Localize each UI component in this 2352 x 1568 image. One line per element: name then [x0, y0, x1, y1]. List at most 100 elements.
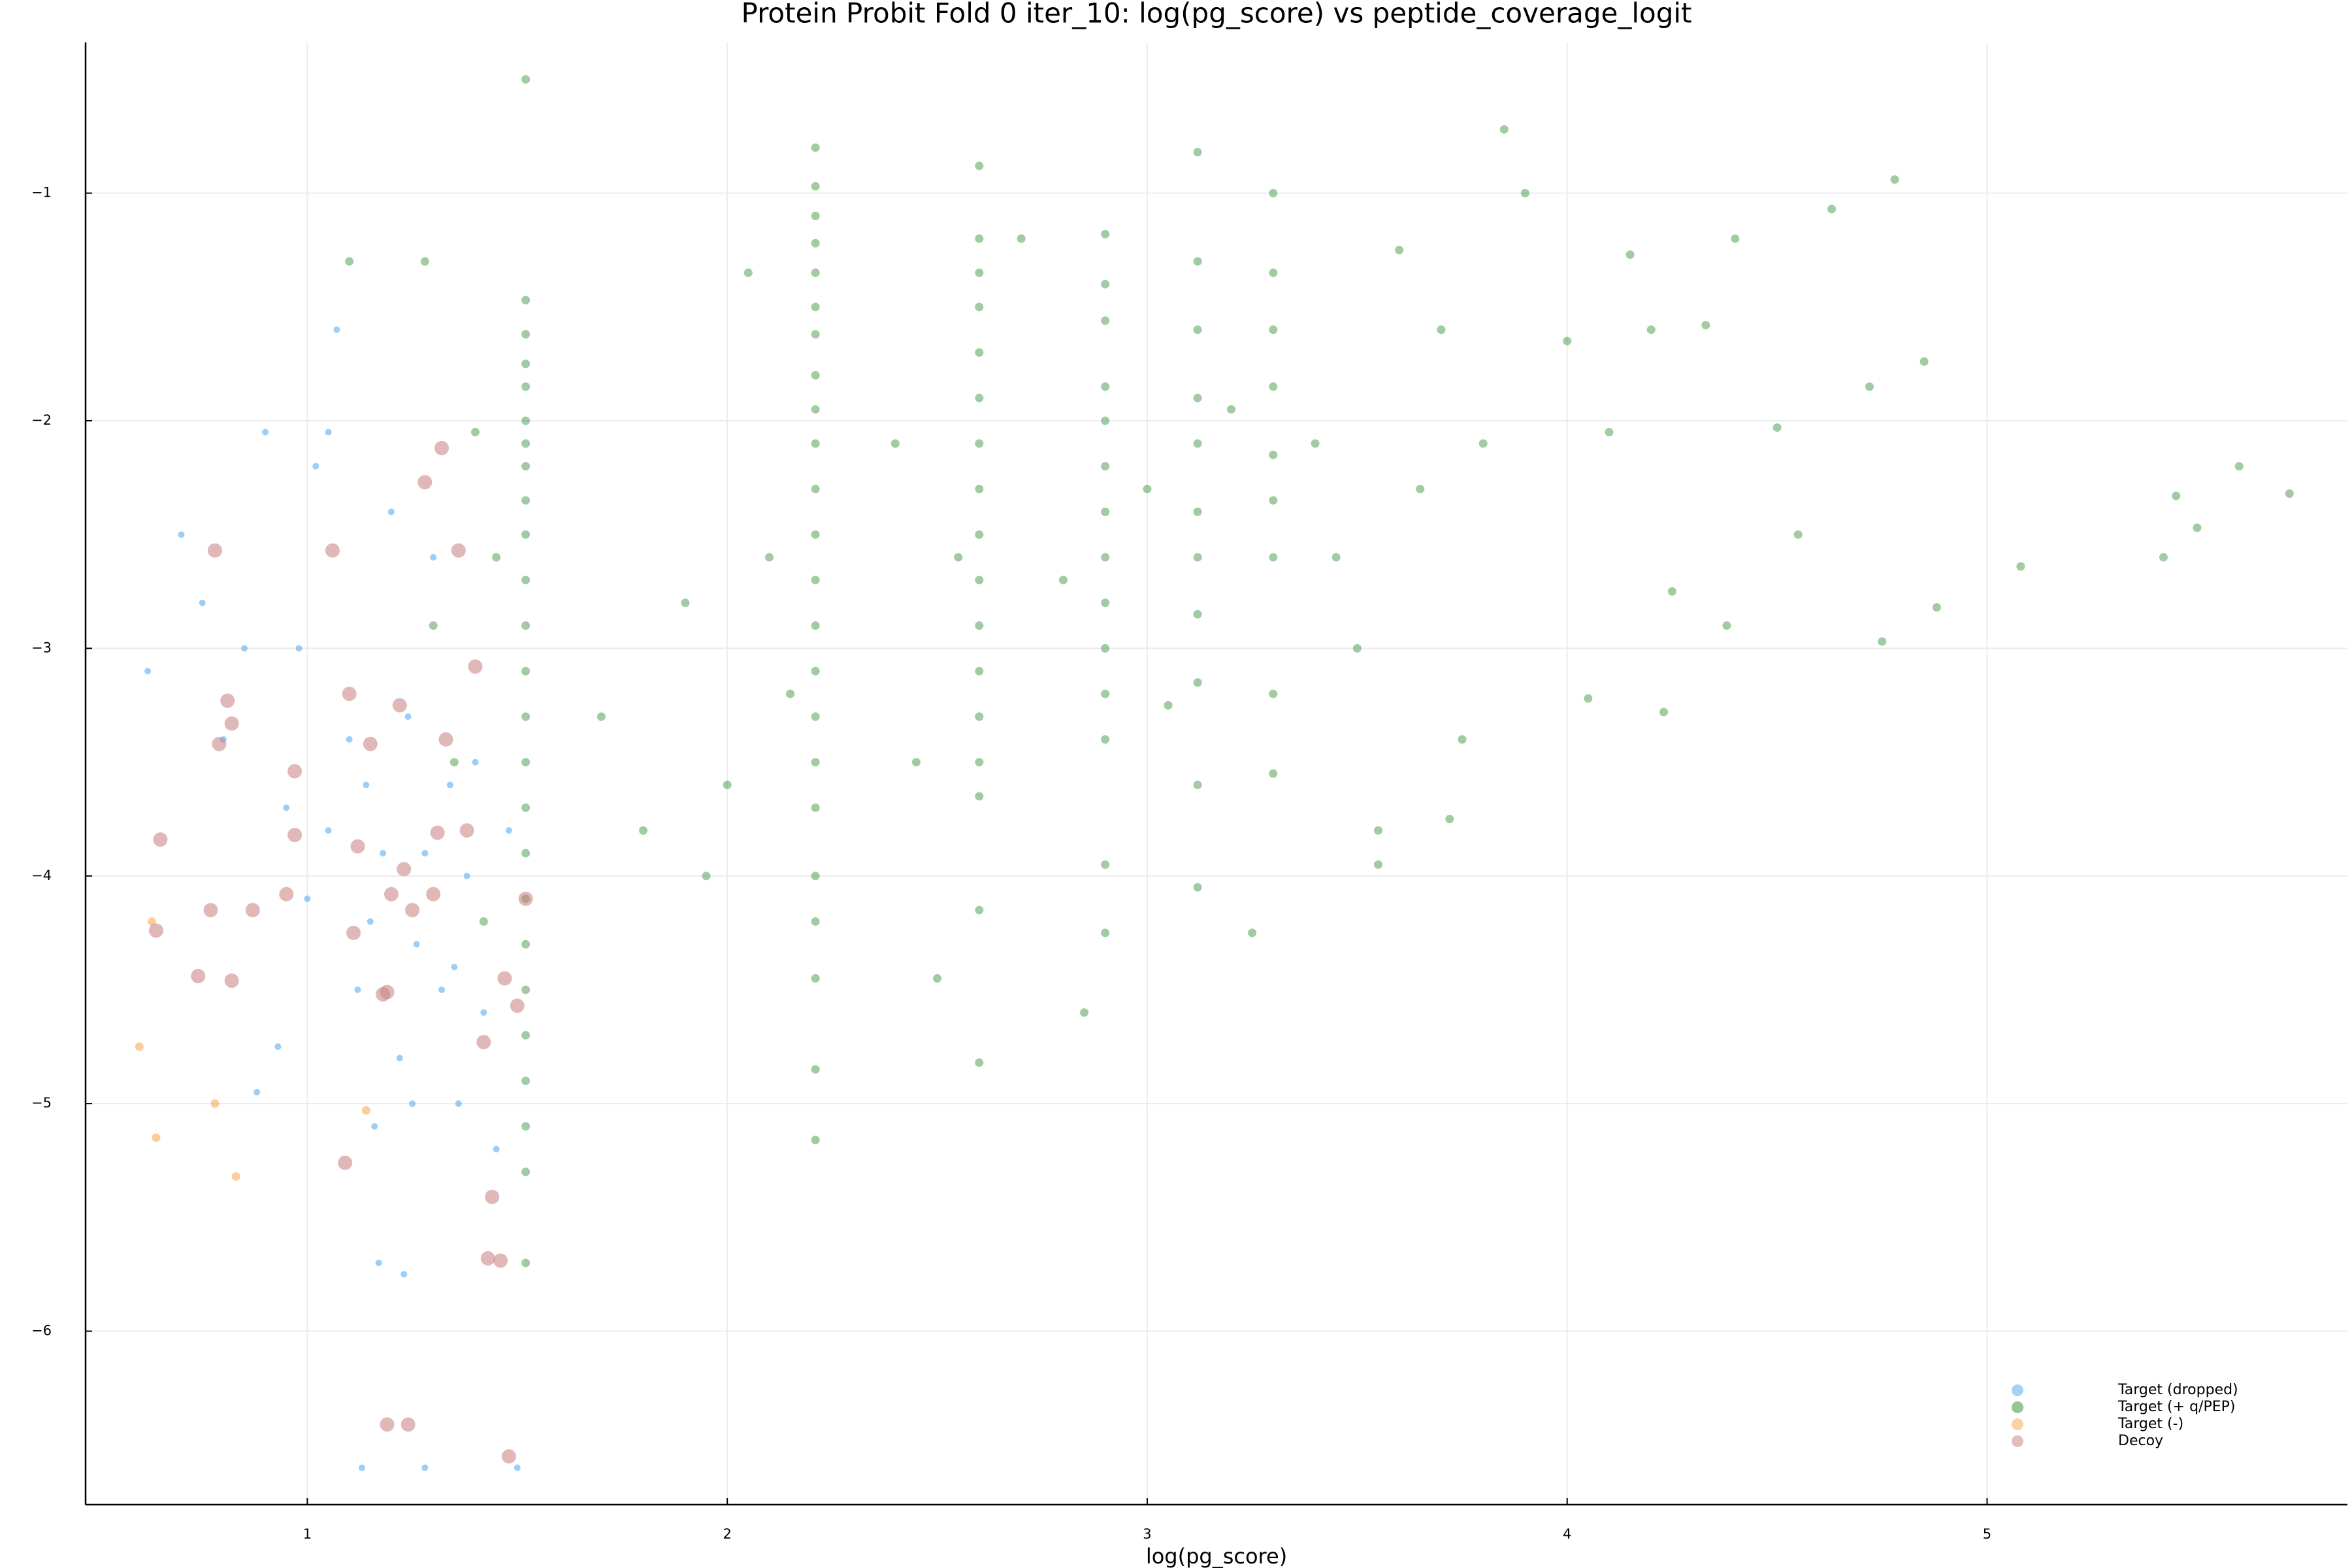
point	[1269, 553, 1278, 562]
point	[312, 463, 319, 470]
point	[295, 645, 302, 652]
point	[975, 439, 984, 448]
x-tick-label: 4	[1563, 1526, 1571, 1542]
point	[476, 1035, 491, 1050]
point	[681, 598, 690, 608]
point	[1101, 280, 1110, 289]
point	[975, 485, 984, 494]
point	[811, 238, 820, 248]
point	[148, 923, 163, 938]
point	[1101, 689, 1110, 698]
point	[438, 986, 446, 993]
point	[975, 576, 984, 585]
point	[1793, 530, 1803, 539]
point	[521, 439, 531, 448]
point	[421, 849, 429, 857]
point	[1416, 485, 1425, 494]
point	[1193, 325, 1202, 335]
point	[1101, 644, 1110, 653]
point	[521, 496, 531, 505]
point	[397, 862, 412, 877]
point	[1101, 229, 1110, 238]
point	[333, 326, 340, 333]
point	[1101, 462, 1110, 471]
point	[1605, 427, 1614, 436]
x-axis-label: log(pg_score)	[1146, 1544, 1287, 1568]
y-tick-label: −3	[31, 640, 52, 655]
point	[1269, 769, 1278, 778]
point	[743, 269, 753, 278]
point	[1101, 598, 1110, 608]
point	[392, 698, 407, 713]
point	[1445, 815, 1454, 824]
point	[480, 1251, 495, 1266]
point	[1499, 125, 1509, 134]
point	[472, 759, 479, 766]
x-tick-label: 1	[303, 1526, 312, 1542]
point	[363, 736, 378, 751]
point	[1269, 450, 1278, 459]
point	[1248, 928, 1257, 938]
point	[429, 621, 438, 630]
point	[1395, 246, 1404, 255]
point	[304, 895, 311, 902]
point	[811, 974, 820, 983]
point	[191, 969, 206, 984]
point	[375, 1260, 382, 1267]
point	[404, 713, 412, 720]
point	[811, 576, 820, 585]
point	[811, 712, 820, 721]
point	[405, 903, 420, 918]
point	[1193, 678, 1202, 687]
point	[521, 666, 531, 676]
point	[1478, 439, 1488, 448]
point	[1563, 336, 1572, 346]
point	[1080, 1008, 1089, 1017]
point	[346, 925, 361, 940]
point	[975, 302, 984, 312]
point	[1193, 257, 1202, 266]
point	[1101, 507, 1110, 516]
point	[1352, 644, 1362, 653]
y-tick-label: −1	[31, 185, 52, 201]
point	[811, 439, 820, 448]
point	[1101, 416, 1110, 425]
point	[1331, 553, 1341, 562]
point	[1646, 325, 1656, 335]
point	[354, 986, 361, 993]
point	[1659, 708, 1669, 717]
point	[1193, 883, 1202, 892]
point	[371, 1122, 378, 1130]
point	[975, 621, 984, 630]
point	[521, 712, 531, 721]
point	[975, 161, 984, 171]
point	[1437, 325, 1446, 335]
point	[2159, 553, 2168, 562]
point	[287, 828, 302, 843]
y-tick-label: −4	[31, 868, 52, 883]
point	[253, 1088, 261, 1096]
point	[1269, 325, 1278, 335]
point	[975, 234, 984, 243]
point	[1520, 189, 1529, 198]
point	[954, 553, 963, 562]
point	[451, 543, 466, 558]
point	[1101, 382, 1110, 391]
point	[430, 825, 445, 840]
point	[1865, 382, 1874, 391]
point	[1269, 189, 1278, 198]
point	[413, 941, 420, 948]
point	[152, 1133, 161, 1142]
point	[1667, 587, 1676, 596]
point	[493, 1145, 500, 1152]
point	[1890, 175, 1899, 184]
point	[786, 689, 795, 698]
point	[207, 543, 222, 558]
y-tick-label: −2	[31, 412, 52, 428]
point	[346, 736, 353, 743]
point	[1772, 423, 1782, 432]
point	[485, 1189, 500, 1204]
point	[521, 849, 531, 858]
point	[1311, 439, 1320, 448]
point	[975, 393, 984, 402]
